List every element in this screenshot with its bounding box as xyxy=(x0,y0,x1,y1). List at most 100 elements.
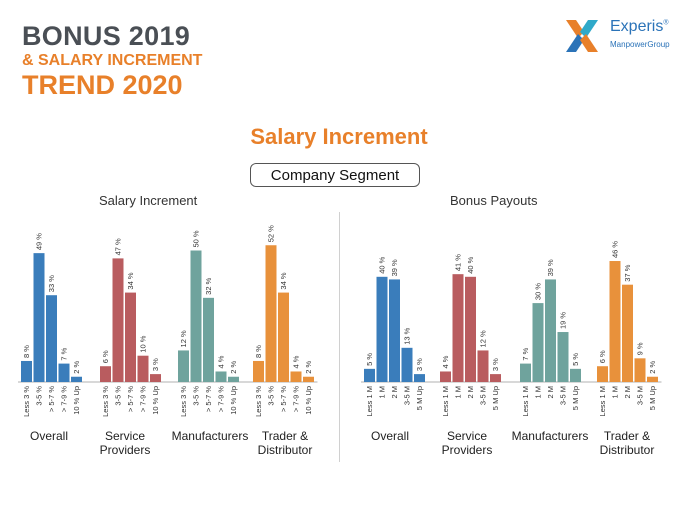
bonus-bar-label-overall-4: 3 % xyxy=(415,358,424,371)
salary-bar-manufacturers-3 xyxy=(215,371,227,382)
bonus-tick-manufacturers-0: Less 1 M xyxy=(521,386,530,416)
salary-bar-overall-2 xyxy=(46,295,57,382)
bonus-tick-service-providers-0: Less 1 M xyxy=(441,386,450,416)
salary-tick-manufacturers-1: 3-5 % xyxy=(192,386,201,406)
bonus-group-label-service-providers-0: Service xyxy=(447,429,487,443)
bonus-bar-label-trader-distributor-3: 9 % xyxy=(636,342,645,355)
bonus-bar-label-service-providers-3: 12 % xyxy=(479,330,488,347)
salary-bar-service-providers-1 xyxy=(112,258,124,382)
bonus-group-label-manufacturers-0: Manufacturers xyxy=(512,429,589,443)
bonus-bar-trader-distributor-4 xyxy=(647,376,658,382)
salary-tick-trader-distributor-3: > 7-9 % xyxy=(292,386,301,412)
salary-tick-overall-2: > 5-7 % xyxy=(47,386,56,412)
bonus-bar-label-overall-1: 40 % xyxy=(378,256,387,273)
salary-bar-trader-distributor-2 xyxy=(278,292,289,382)
salary-bar-label-service-providers-1: 47 % xyxy=(114,238,123,255)
bonus-bar-overall-2 xyxy=(389,279,400,382)
salary-bar-label-service-providers-0: 6 % xyxy=(101,350,110,363)
bonus-bar-trader-distributor-3 xyxy=(634,358,646,382)
salary-tick-overall-3: > 7-9 % xyxy=(60,386,69,412)
segment-label-box: Company Segment xyxy=(250,163,420,187)
bonus-bar-overall-3 xyxy=(401,347,413,382)
bonus-bar-manufacturers-3 xyxy=(557,332,569,382)
bonus-bar-label-trader-distributor-2: 37 % xyxy=(623,264,632,281)
salary-bar-trader-distributor-1 xyxy=(265,245,277,382)
bonus-bar-label-manufacturers-1: 30 % xyxy=(534,283,543,300)
bonus-bar-label-trader-distributor-1: 46 % xyxy=(611,241,620,258)
salary-bar-label-trader-distributor-4: 2 % xyxy=(304,360,313,373)
bonus-bar-manufacturers-0 xyxy=(520,363,531,382)
salary-bar-label-trader-distributor-1: 52 % xyxy=(267,225,276,242)
bonus-bar-manufacturers-4 xyxy=(570,368,581,382)
salary-group-label-service-providers-0: Service xyxy=(105,429,145,443)
panel-title-salary: Salary Increment xyxy=(99,193,198,208)
logo-subname: ManpowerGroup xyxy=(610,40,670,49)
bonus-tick-trader-distributor-1: 1 M xyxy=(611,386,620,399)
bonus-bar-label-service-providers-2: 40 % xyxy=(466,256,475,273)
salary-tick-manufacturers-0: Less 3 % xyxy=(179,386,188,417)
salary-group-label-trader-distributor-0: Trader & xyxy=(262,429,308,443)
bonus-group-label-service-providers-1: Providers xyxy=(442,443,493,457)
bonus-bar-manufacturers-2 xyxy=(545,279,556,382)
bonus-tick-overall-0: Less 1 M xyxy=(365,386,374,416)
title-line1: BONUS 2019 xyxy=(22,21,191,51)
salary-tick-trader-distributor-1: 3-5 % xyxy=(267,386,276,406)
salary-tick-service-providers-4: 10 % Up xyxy=(151,386,160,415)
bonus-tick-service-providers-1: 1 M xyxy=(454,386,463,399)
bonus-bar-label-service-providers-1: 41 % xyxy=(454,254,463,271)
bonus-bar-manufacturers-1 xyxy=(532,303,544,382)
salary-bar-service-providers-4 xyxy=(150,374,161,382)
bonus-bar-service-providers-1 xyxy=(452,274,464,382)
salary-bar-label-service-providers-4: 3 % xyxy=(151,358,160,371)
bonus-bar-trader-distributor-1 xyxy=(609,261,621,382)
bonus-tick-trader-distributor-3: 3-5 M xyxy=(636,386,645,405)
logo-name: Experis® xyxy=(610,18,669,35)
salary-tick-manufacturers-2: > 5-7 % xyxy=(204,386,213,412)
bonus-bar-label-trader-distributor-0: 6 % xyxy=(598,350,607,363)
bonus-bar-label-overall-2: 39 % xyxy=(390,259,399,276)
bonus-bar-label-service-providers-4: 3 % xyxy=(491,358,500,371)
salary-tick-service-providers-0: Less 3 % xyxy=(101,386,110,417)
salary-bar-label-overall-4: 2 % xyxy=(72,360,81,373)
bonus-bar-service-providers-0 xyxy=(440,371,451,382)
salary-bar-label-trader-distributor-0: 8 % xyxy=(254,345,263,358)
bonus-tick-manufacturers-1: 1 M xyxy=(534,386,543,399)
salary-bar-trader-distributor-0 xyxy=(253,360,264,382)
bonus-bar-service-providers-4 xyxy=(490,374,501,382)
salary-tick-overall-4: 10 % Up xyxy=(72,386,81,415)
salary-tick-service-providers-2: > 5-7 % xyxy=(126,386,135,412)
salary-bar-label-trader-distributor-3: 4 % xyxy=(292,355,301,368)
bonus-bar-label-manufacturers-2: 39 % xyxy=(546,259,555,276)
salary-tick-overall-1: 3-5 % xyxy=(35,386,44,406)
bonus-tick-overall-4: 5 M Up xyxy=(415,386,424,410)
salary-bar-label-service-providers-3: 10 % xyxy=(139,335,148,352)
salary-bar-label-manufacturers-4: 2 % xyxy=(229,360,238,373)
bonus-tick-service-providers-3: 3-5 M xyxy=(479,386,488,405)
bonus-tick-service-providers-4: 5 M Up xyxy=(491,386,500,410)
experis-x-icon xyxy=(566,20,598,52)
salary-bar-trader-distributor-3 xyxy=(290,371,302,382)
bonus-tick-trader-distributor-2: 2 M xyxy=(623,386,632,399)
salary-bar-trader-distributor-4 xyxy=(303,376,314,382)
bonus-tick-trader-distributor-0: Less 1 M xyxy=(598,386,607,416)
salary-bar-label-overall-0: 8 % xyxy=(22,345,31,358)
bonus-bar-label-overall-3: 13 % xyxy=(403,327,412,344)
logo-trademark: ® xyxy=(663,19,669,27)
title-line2: & SALARY INCREMENT xyxy=(22,52,203,69)
bonus-bar-label-manufacturers-0: 7 % xyxy=(521,347,530,360)
bonus-bar-label-service-providers-0: 4 % xyxy=(441,355,450,368)
bonus-tick-overall-2: 2 M xyxy=(390,386,399,399)
bonus-tick-trader-distributor-4: 5 M Up xyxy=(648,386,657,410)
salary-bar-label-manufacturers-0: 12 % xyxy=(179,330,188,347)
salary-bar-label-trader-distributor-2: 34 % xyxy=(279,272,288,289)
bonus-tick-service-providers-2: 2 M xyxy=(466,386,475,399)
salary-bar-manufacturers-1 xyxy=(190,250,202,382)
panel-divider xyxy=(339,212,340,462)
experis-logo: Experis® ManpowerGroup xyxy=(562,14,672,58)
salary-bar-service-providers-3 xyxy=(137,355,149,382)
bonus-bar-label-manufacturers-4: 5 % xyxy=(571,353,580,366)
salary-bar-manufacturers-2 xyxy=(203,297,214,382)
salary-bar-manufacturers-4 xyxy=(228,376,239,382)
salary-bar-label-service-providers-2: 34 % xyxy=(126,272,135,289)
